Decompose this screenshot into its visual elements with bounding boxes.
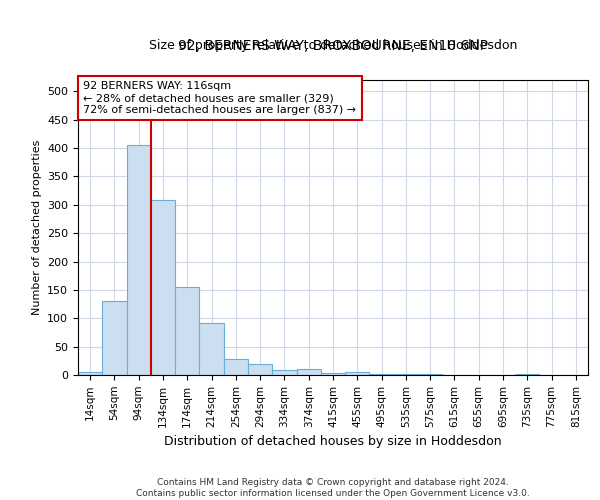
- Bar: [199, 324, 224, 375]
- Title: Size of property relative to detached houses in Hoddesdon: Size of property relative to detached ho…: [149, 40, 517, 52]
- Text: 92 BERNERS WAY: 116sqm
← 28% of detached houses are smaller (329)
72% of semi-de: 92 BERNERS WAY: 116sqm ← 28% of detached…: [83, 82, 356, 114]
- Bar: [345, 372, 370, 375]
- Bar: [248, 364, 272, 375]
- Y-axis label: Number of detached properties: Number of detached properties: [32, 140, 41, 315]
- Bar: [418, 374, 442, 375]
- X-axis label: Distribution of detached houses by size in Hoddesdon: Distribution of detached houses by size …: [164, 435, 502, 448]
- Bar: [102, 301, 127, 375]
- Bar: [78, 372, 102, 375]
- Bar: [127, 145, 151, 375]
- Bar: [272, 370, 296, 375]
- Text: Contains HM Land Registry data © Crown copyright and database right 2024.
Contai: Contains HM Land Registry data © Crown c…: [136, 478, 530, 498]
- Bar: [175, 287, 199, 375]
- Bar: [151, 200, 175, 375]
- Bar: [224, 358, 248, 375]
- Bar: [321, 372, 345, 375]
- Text: 92, BERNERS WAY, BROXBOURNE, EN10 6NP: 92, BERNERS WAY, BROXBOURNE, EN10 6NP: [178, 38, 488, 52]
- Bar: [515, 374, 539, 375]
- Bar: [296, 370, 321, 375]
- Bar: [394, 374, 418, 375]
- Bar: [370, 374, 394, 375]
